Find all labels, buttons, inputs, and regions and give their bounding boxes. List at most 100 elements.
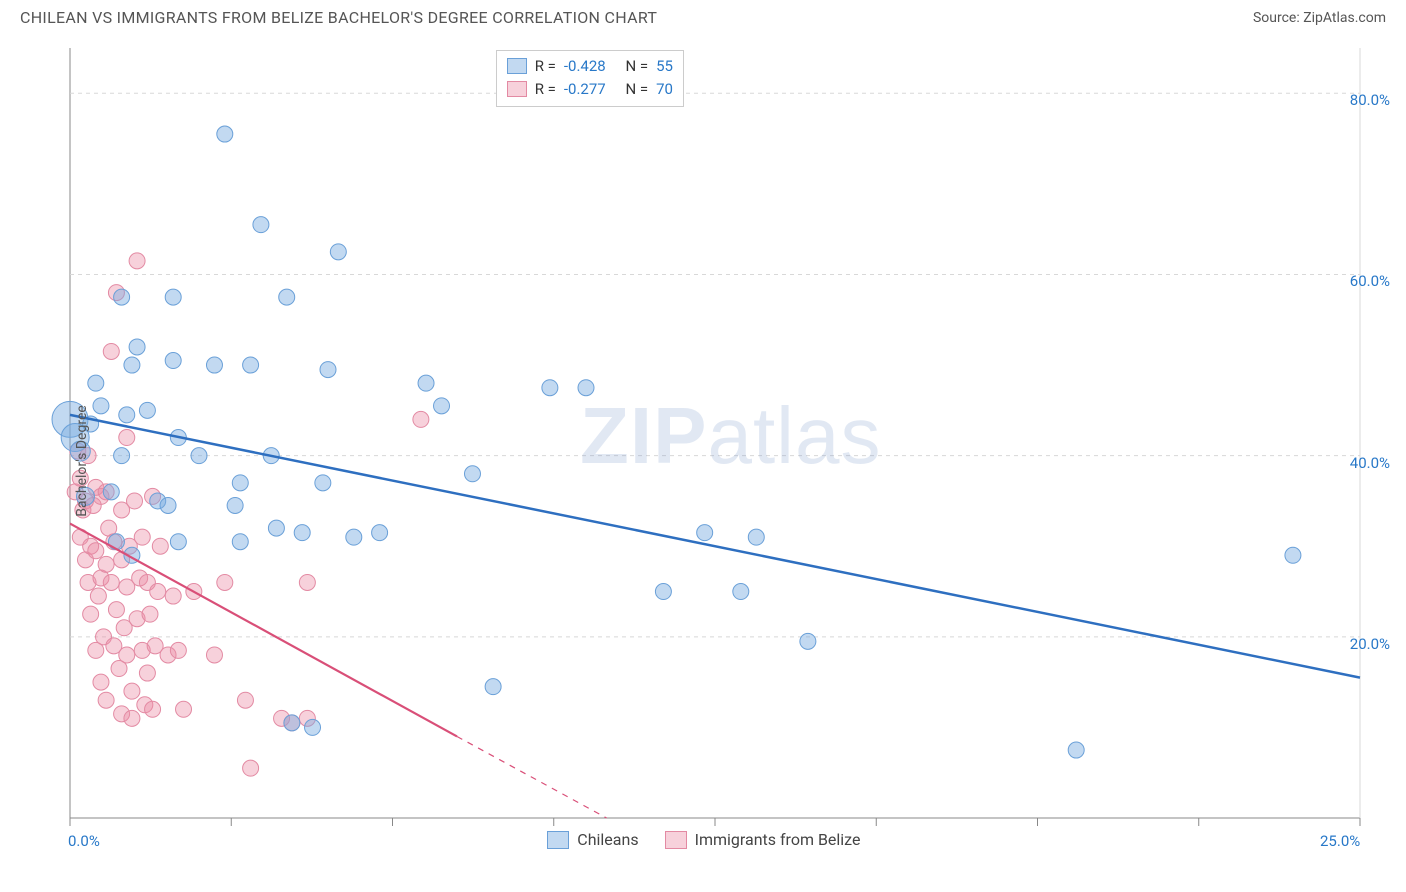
point-belize [98, 692, 114, 708]
x-tick-label: 0.0% [68, 832, 100, 850]
point-chileans [1285, 547, 1301, 563]
point-chileans [1068, 742, 1084, 758]
point-belize [129, 253, 145, 269]
y-axis-label: Bachelor's Degree [74, 405, 90, 517]
series-legend: Chileans Immigrants from Belize [547, 830, 860, 849]
source-link[interactable]: ZipAtlas.com [1303, 10, 1386, 26]
point-belize [217, 574, 233, 590]
chart-container: Bachelor's Degree ZIPatlas R = -0.428 N … [20, 40, 1394, 882]
point-chileans [119, 407, 135, 423]
point-chileans [124, 357, 140, 373]
correlation-legend: R = -0.428 N = 55 R = -0.277 N = 70 [496, 50, 684, 107]
point-chileans [88, 375, 104, 391]
point-chileans [320, 362, 336, 378]
chart-title: CHILEAN VS IMMIGRANTS FROM BELIZE BACHEL… [20, 8, 657, 27]
point-chileans [93, 398, 109, 414]
point-belize [119, 647, 135, 663]
legend-label-belize: Immigrants from Belize [695, 830, 861, 849]
point-chileans [227, 497, 243, 513]
legend-item-belize: Immigrants from Belize [665, 830, 861, 849]
point-chileans [578, 380, 594, 396]
point-chileans [294, 525, 310, 541]
swatch-chileans [507, 58, 527, 74]
point-chileans [253, 217, 269, 233]
point-chileans [542, 380, 558, 396]
point-chileans [697, 525, 713, 541]
point-belize [142, 606, 158, 622]
point-chileans [434, 398, 450, 414]
point-chileans [655, 584, 671, 600]
point-chileans [733, 584, 749, 600]
point-belize [124, 710, 140, 726]
point-chileans [232, 534, 248, 550]
point-chileans [485, 679, 501, 695]
point-belize [176, 701, 192, 717]
point-chileans [139, 402, 155, 418]
point-chileans [748, 529, 764, 545]
point-chileans [232, 475, 248, 491]
point-belize [88, 543, 104, 559]
chart-header: CHILEAN VS IMMIGRANTS FROM BELIZE BACHEL… [0, 0, 1406, 31]
point-belize [103, 343, 119, 359]
point-chileans [464, 466, 480, 482]
point-chileans [129, 339, 145, 355]
point-chileans [114, 448, 130, 464]
point-belize [299, 574, 315, 590]
point-chileans [165, 353, 181, 369]
point-belize [119, 430, 135, 446]
point-chileans [279, 289, 295, 305]
point-belize [243, 760, 259, 776]
point-chileans [372, 525, 388, 541]
y-tick-label: 40.0% [1350, 454, 1390, 472]
point-chileans [305, 719, 321, 735]
r-label: R = [535, 55, 556, 78]
point-chileans [170, 534, 186, 550]
point-belize [108, 602, 124, 618]
y-tick-label: 20.0% [1350, 635, 1390, 653]
point-belize [139, 665, 155, 681]
point-chileans [800, 633, 816, 649]
y-tick-label: 80.0% [1350, 91, 1390, 109]
point-chileans [346, 529, 362, 545]
point-belize [413, 411, 429, 427]
r-value-chileans: -0.428 [564, 55, 606, 78]
point-belize [127, 493, 143, 509]
swatch-chileans [547, 831, 569, 849]
y-tick-label: 60.0% [1350, 272, 1390, 290]
swatch-belize [507, 81, 527, 97]
point-belize [237, 692, 253, 708]
point-chileans [418, 375, 434, 391]
point-chileans [206, 357, 222, 373]
point-belize [98, 556, 114, 572]
point-chileans [165, 289, 181, 305]
source-prefix: Source: [1253, 10, 1303, 26]
n-value-belize: 70 [656, 78, 673, 101]
legend-row-belize: R = -0.277 N = 70 [507, 78, 673, 101]
source-attribution: Source: ZipAtlas.com [1253, 10, 1386, 26]
point-chileans [217, 126, 233, 142]
legend-item-chileans: Chileans [547, 830, 638, 849]
trendline-belize-extrapolated [457, 736, 607, 818]
point-chileans [243, 357, 259, 373]
point-chileans [191, 448, 207, 464]
point-belize [90, 588, 106, 604]
n-label: N = [625, 55, 648, 78]
r-label: R = [535, 78, 556, 101]
point-chileans [268, 520, 284, 536]
legend-label-chileans: Chileans [577, 830, 638, 849]
point-belize [93, 674, 109, 690]
point-belize [206, 647, 222, 663]
scatter-chart [20, 40, 1406, 878]
trendline-chileans [70, 415, 1360, 678]
point-chileans [103, 484, 119, 500]
point-belize [103, 574, 119, 590]
x-tick-label: 25.0% [1320, 832, 1360, 850]
n-value-chileans: 55 [656, 55, 673, 78]
point-chileans [114, 289, 130, 305]
point-belize [170, 642, 186, 658]
point-chileans [160, 497, 176, 513]
point-belize [83, 606, 99, 622]
point-belize [150, 584, 166, 600]
r-value-belize: -0.277 [564, 78, 606, 101]
swatch-belize [665, 831, 687, 849]
